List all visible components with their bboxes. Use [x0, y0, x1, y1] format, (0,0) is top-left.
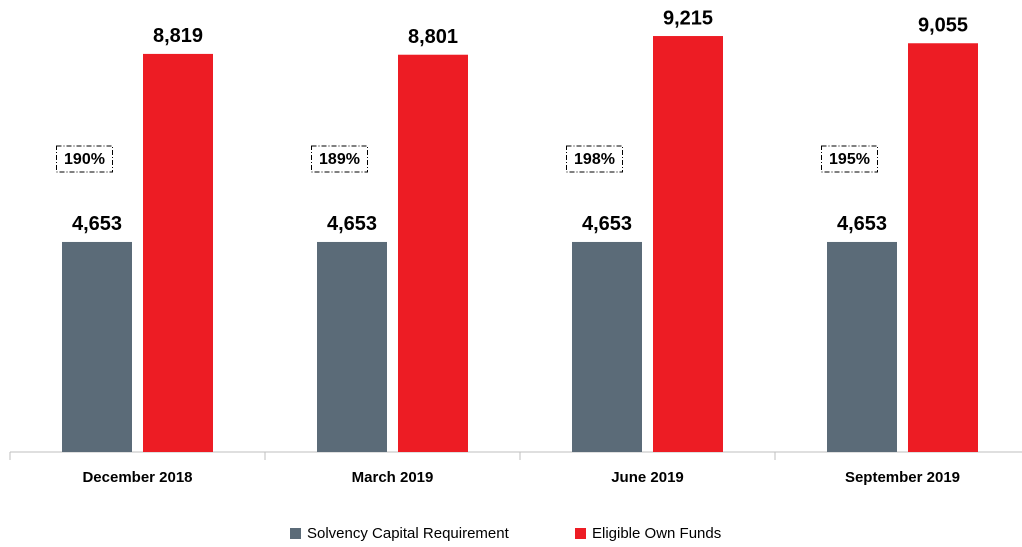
legend-swatch — [290, 528, 301, 539]
bar — [317, 241, 387, 452]
annotation-box — [821, 145, 878, 173]
bar — [62, 241, 132, 452]
x-tick-label: March 2019 — [352, 469, 434, 486]
value-label: 9,055 — [918, 15, 968, 37]
bar — [908, 43, 978, 453]
bar — [827, 241, 897, 452]
annotation: 190% — [64, 151, 105, 168]
annotation-box — [56, 145, 113, 173]
x-tick-label: June 2019 — [611, 469, 684, 486]
value-label: 4,653 — [582, 213, 632, 235]
bar — [143, 53, 213, 452]
value-label: 4,653 — [327, 213, 377, 235]
value-label: 8,801 — [408, 26, 458, 48]
value-label: 8,819 — [153, 25, 203, 47]
annotation: 198% — [574, 151, 615, 168]
value-label: 4,653 — [72, 213, 122, 235]
legend-label: Solvency Capital Requirement — [307, 525, 510, 542]
value-label: 4,653 — [837, 213, 887, 235]
annotation: 195% — [829, 151, 870, 168]
annotation-box — [311, 145, 368, 173]
x-tick-label: September 2019 — [845, 469, 960, 486]
bar — [572, 241, 642, 452]
bar — [398, 54, 468, 452]
annotation: 189% — [319, 151, 360, 168]
legend-swatch — [575, 528, 586, 539]
bar — [653, 36, 723, 452]
legend-label: Eligible Own Funds — [592, 525, 721, 542]
x-tick-label: December 2018 — [82, 469, 192, 486]
annotation-box — [566, 145, 623, 173]
value-label: 9,215 — [663, 7, 713, 29]
